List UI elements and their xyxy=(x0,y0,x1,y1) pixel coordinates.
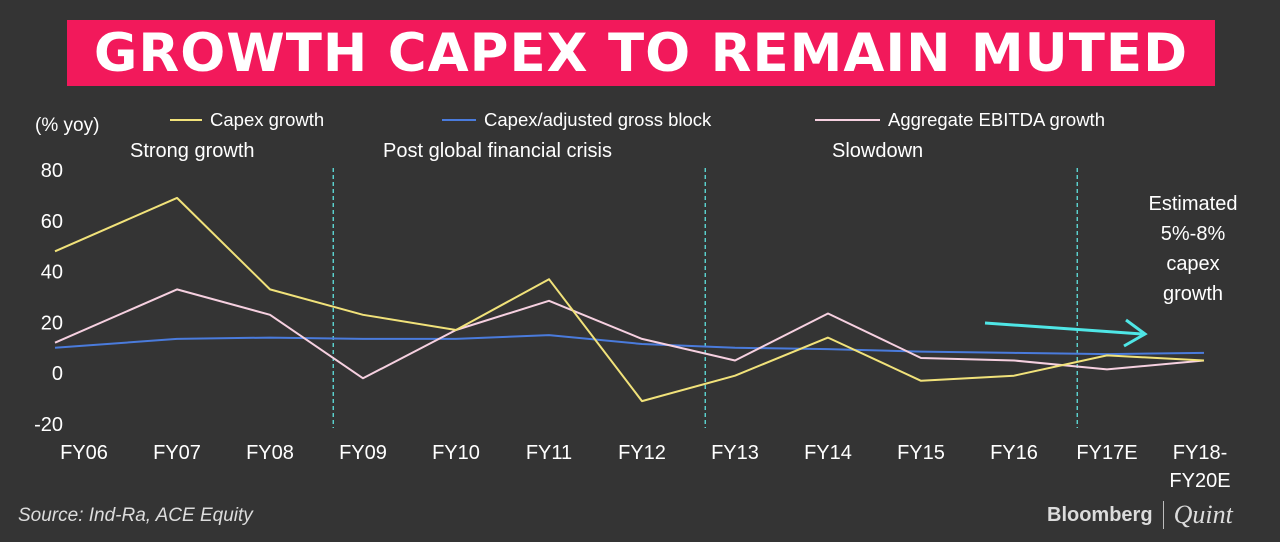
y-tick-label: 0 xyxy=(52,363,63,385)
brand-logo: Bloomberg Quint xyxy=(1047,500,1233,530)
brand-partner: Quint xyxy=(1173,500,1233,529)
y-tick-label: -20 xyxy=(34,414,63,436)
x-tick-label: FY12 xyxy=(618,442,666,464)
legend-label: Aggregate EBITDA growth xyxy=(888,109,1105,130)
x-tick-label: FY06 xyxy=(60,442,108,464)
annotation-text: 5%-8% xyxy=(1161,223,1226,245)
series-line xyxy=(54,196,1205,403)
x-tick-label: FY16 xyxy=(990,442,1038,464)
trend-arrow xyxy=(984,321,1143,336)
x-tick-label: FY13 xyxy=(711,442,759,464)
x-tick-label: FY15 xyxy=(897,442,945,464)
y-tick-label: 40 xyxy=(41,262,63,284)
x-tick-label: FY08 xyxy=(246,442,294,464)
x-tick-label: FY20E xyxy=(1169,470,1230,492)
annotation-text: capex xyxy=(1166,253,1219,275)
annotation-text: Estimated xyxy=(1149,193,1238,215)
x-tick-label: FY18- xyxy=(1173,442,1227,464)
brand-divider xyxy=(1162,501,1164,529)
source-note: Source: Ind-Ra, ACE Equity xyxy=(18,505,253,526)
legend: Capex growth Capex/adjusted gross block Ag… xyxy=(170,109,1105,130)
x-tick-label: FY09 xyxy=(339,442,387,464)
title-banner: GROWTH CAPEX TO REMAIN MUTED xyxy=(67,20,1215,86)
series-line xyxy=(54,288,1205,380)
x-tick-label: FY17E xyxy=(1076,442,1137,464)
phase-layer: Strong growth Post global financial crisi… xyxy=(130,140,1078,428)
phase-label: Strong growth xyxy=(130,140,255,162)
y-tick-label: 60 xyxy=(41,211,63,233)
y-tick-label: 80 xyxy=(41,160,63,182)
brand-name: Bloomberg xyxy=(1047,503,1153,526)
legend-label: Capex/adjusted gross block xyxy=(484,109,712,130)
series-layer xyxy=(54,196,1205,403)
legend-label: Capex growth xyxy=(210,109,324,130)
annotation-text: growth xyxy=(1163,283,1223,305)
axis-layer: (% yoy) 80 60 40 20 0 -20 FY06 FY07 FY08 FY09 FY10… xyxy=(34,115,1230,492)
x-tick-label: FY11 xyxy=(526,442,572,464)
x-tick-label: FY10 xyxy=(432,442,480,464)
chart-title: GROWTH CAPEX TO REMAIN MUTED xyxy=(93,22,1189,84)
x-tick-label: FY14 xyxy=(804,442,852,464)
phase-label: Post global financial crisis xyxy=(383,140,612,162)
annotation: Estimated 5%-8% capex growth xyxy=(984,193,1238,348)
x-tick-label: FY07 xyxy=(153,442,201,464)
phase-label: Slowdown xyxy=(832,140,923,162)
trend-arrow-head xyxy=(1123,318,1148,348)
y-axis-label: (% yoy) xyxy=(35,115,99,136)
y-tick-label: 20 xyxy=(41,312,63,334)
series-line xyxy=(54,334,1205,356)
